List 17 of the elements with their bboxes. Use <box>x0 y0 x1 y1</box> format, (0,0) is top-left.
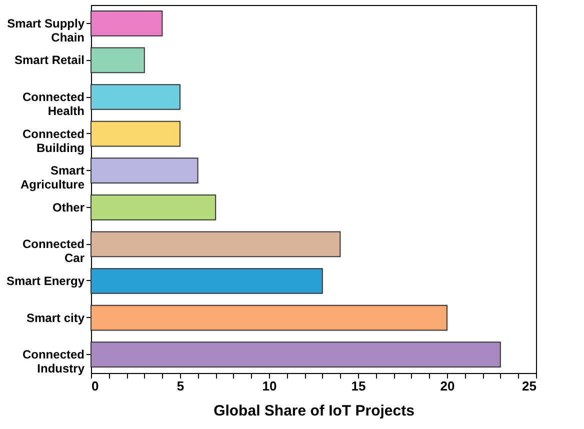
x-tick-label: 0 <box>92 378 99 394</box>
y-tick-label: Connected Health <box>22 90 84 118</box>
y-tick-label: Smart Retail <box>14 53 84 68</box>
x-tick-label: 25 <box>522 378 536 394</box>
x-tick-label: 10 <box>262 378 277 394</box>
x-axis-title: Global Share of IoT Projects <box>214 402 414 420</box>
y-tick-label: Connected Car <box>22 237 85 266</box>
x-tick-label: 15 <box>351 378 366 394</box>
y-tick-label: Smart city <box>26 310 85 325</box>
y-tick-label: Smart Supply Chain <box>7 16 85 44</box>
y-tick-label: Smart Energy <box>6 274 85 288</box>
x-tick-label: 5 <box>176 378 184 394</box>
y-tick-label: Smart Agriculture <box>20 164 85 192</box>
y-tick-label: Other <box>52 200 85 214</box>
y-tick-label: Connected Industry <box>22 348 85 376</box>
y-tick-label: Connected Building <box>22 126 84 155</box>
x-tick-label: 20 <box>440 378 455 394</box>
